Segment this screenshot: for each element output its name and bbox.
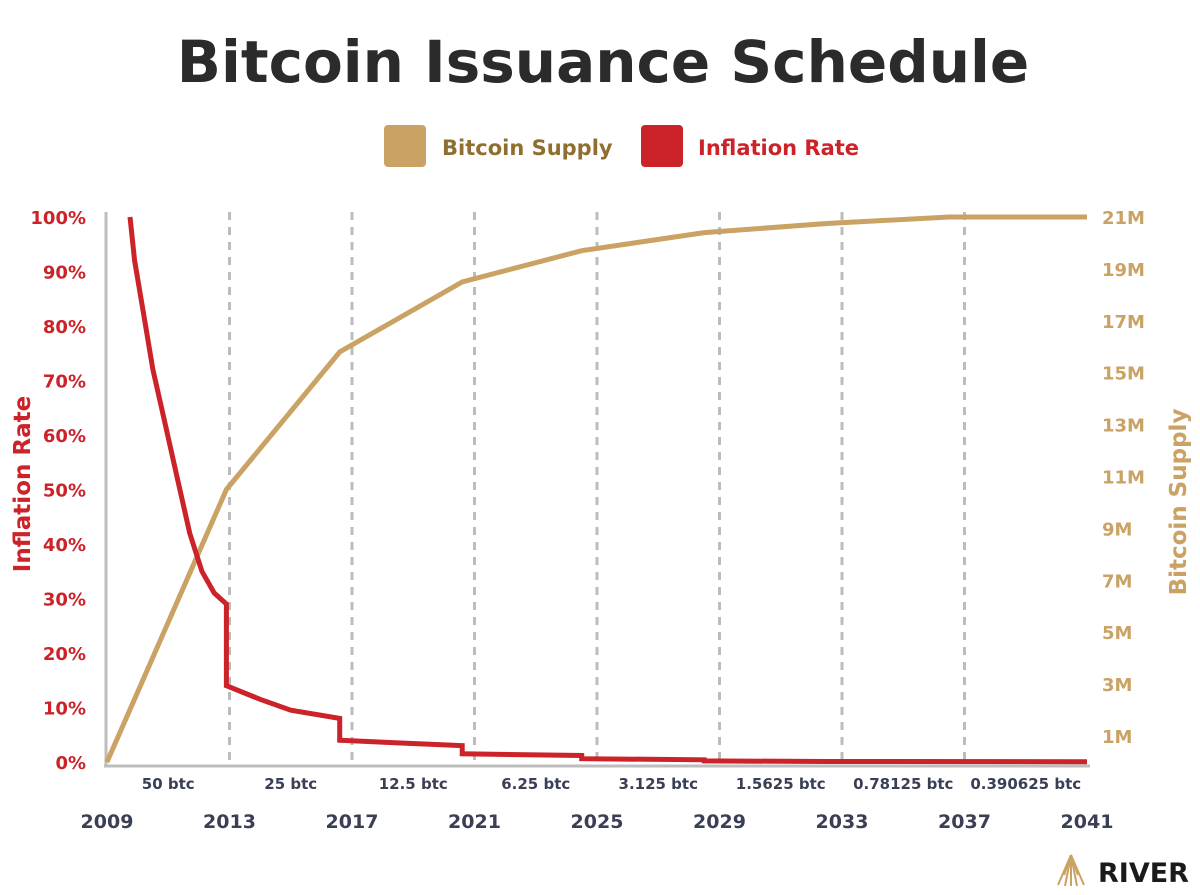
river-logo-mark	[1057, 854, 1085, 887]
era-reward-label: 0.78125 btc	[853, 775, 953, 793]
legend-label-inflation: Inflation Rate	[698, 136, 859, 160]
y-right-tick-label: 7M	[1102, 571, 1132, 592]
era-reward-label: 25 btc	[264, 775, 317, 793]
y-right-tick-label: 1M	[1102, 727, 1132, 748]
y-right-tick-label: 15M	[1102, 364, 1145, 385]
y-left-tick-label: 60%	[43, 426, 86, 447]
y-right-tick-label: 9M	[1102, 519, 1132, 540]
era-reward-label: 3.125 btc	[619, 775, 698, 793]
y-left-tick-label: 80%	[43, 317, 86, 338]
era-reward-label: 0.390625 btc	[970, 775, 1081, 793]
era-reward-label: 1.5625 btc	[736, 775, 826, 793]
y-axis-right-label: Bitcoin Supply	[1166, 409, 1192, 596]
inflation-rate-line	[127, 216, 1088, 765]
y-left-tick-label: 20%	[43, 644, 86, 665]
x-tick-label: 2041	[1061, 811, 1114, 833]
x-tick-label: 2029	[693, 811, 746, 833]
era-reward-label: 12.5 btc	[379, 775, 448, 793]
x-tick-label: 2013	[203, 811, 256, 833]
y-left-tick-label: 0%	[55, 753, 86, 774]
legend-label-supply: Bitcoin Supply	[442, 136, 613, 160]
y-right-tick-label: 21M	[1102, 208, 1145, 229]
y-right-tick-label: 5M	[1102, 623, 1132, 644]
y-right-tick-label: 17M	[1102, 312, 1145, 333]
y-left-tick-label: 40%	[43, 535, 86, 556]
y-left-tick-label: 100%	[30, 208, 86, 229]
y-left-tick-label: 90%	[43, 263, 86, 284]
y-left-tick-label: 30%	[43, 590, 86, 611]
y-left-tick-label: 70%	[43, 372, 86, 393]
x-tick-label: 2009	[81, 811, 134, 833]
x-tick-label: 2021	[448, 811, 501, 833]
x-tick-label: 2037	[938, 811, 991, 833]
y-right-tick-label: 3M	[1102, 675, 1132, 696]
river-logo: RIVER	[1057, 854, 1189, 889]
bitcoin-supply-line	[104, 214, 1087, 764]
era-reward-label: 6.25 btc	[501, 775, 570, 793]
legend: Bitcoin Supply Inflation Rate	[384, 125, 859, 167]
era-reward-label: 50 btc	[142, 775, 195, 793]
y-right-tick-label: 19M	[1102, 260, 1145, 281]
legend-swatch-supply	[384, 125, 426, 167]
y-axis-left-label: Inflation Rate	[10, 396, 36, 572]
x-tick-label: 2033	[816, 811, 869, 833]
y-right-tick-label: 11M	[1102, 468, 1145, 489]
x-tick-label: 2017	[326, 811, 379, 833]
river-logo-text: RIVER	[1098, 858, 1189, 889]
chart-title: Bitcoin Issuance Schedule	[177, 28, 1029, 96]
y-right-tick-label: 13M	[1102, 416, 1145, 437]
y-left-tick-label: 10%	[43, 699, 86, 720]
x-tick-label: 2025	[571, 811, 624, 833]
y-left-tick-label: 50%	[43, 481, 86, 502]
legend-swatch-inflation	[641, 125, 683, 167]
